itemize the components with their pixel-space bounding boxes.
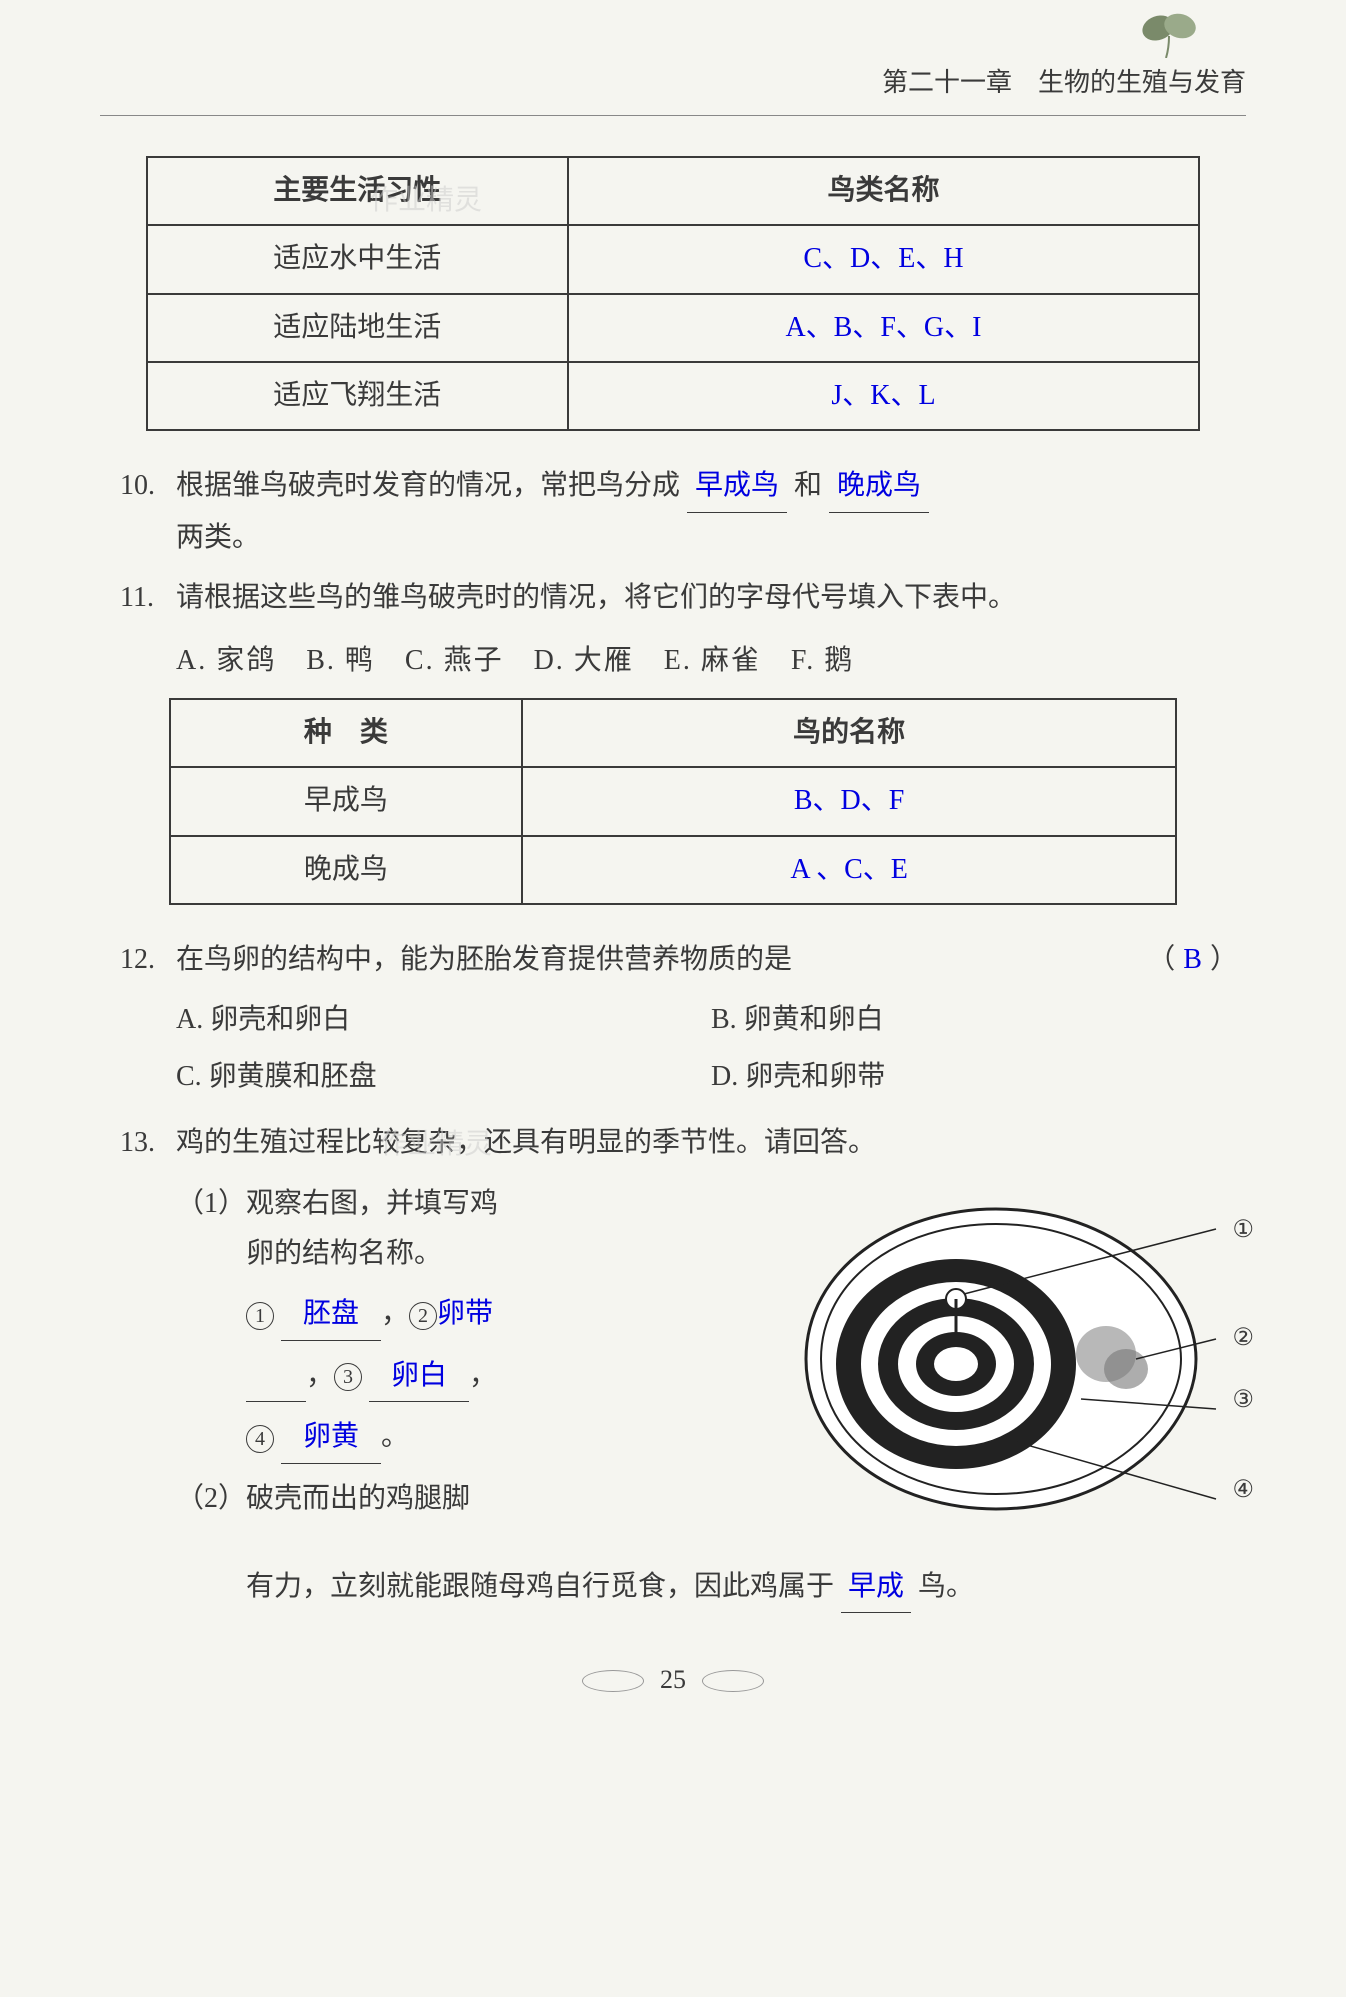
col-habit: 主要生活习性 [147, 157, 568, 225]
habitat-table: 主要生活习性 鸟类名称 适应水中生活 C、D、E、H 适应陆地生活 A、B、F、… [146, 156, 1200, 432]
answer-cell: J、K、L [568, 362, 1199, 430]
table-row: 适应飞翔生活 J、K、L [147, 362, 1199, 430]
q-body: 请根据这些鸟的雏鸟破壳时的情况，将它们的字母代号填入下表中。 [176, 573, 1246, 623]
text: 观察右图，并填写鸡 [246, 1188, 498, 1219]
table-header-row: 主要生活习性 鸟类名称 [147, 157, 1199, 225]
table-row: 适应水中生活 C、D、E、H [147, 225, 1199, 293]
egg-diagram [746, 1179, 1246, 1539]
page-number: 25 [100, 1653, 1246, 1708]
habit-cell: 适应陆地生活 [147, 294, 568, 362]
blanks: ，3 卵白， [176, 1351, 726, 1402]
figure-text: （1）观察右图，并填写鸡 卵的结构名称。 1 胚盘，2卵带 ，3 卵白， 4 卵… [176, 1179, 726, 1556]
q-number: 10. [120, 461, 176, 563]
page-header: 第二十一章 生物的生殖与发育 [100, 60, 1246, 116]
opt-b: B. 卵黄和卵白 [711, 995, 1246, 1045]
mc-answer: （B） [1147, 935, 1246, 985]
text: 鸟。 [918, 1571, 974, 1602]
q-body: 在鸟卵的结构中，能为胚胎发育提供营养物质的是 （B） [176, 935, 1246, 985]
text: 有力，立刻就能跟随母鸡自行觅食，因此鸡属于 [246, 1571, 834, 1602]
habit-cell: 适应水中生活 [147, 225, 568, 293]
leaf-icon [1136, 8, 1206, 58]
q-body: 鸡的生殖过程比较复杂，还具有明显的季节性。请回答。 [176, 1118, 1246, 1168]
blank: 胚盘 [281, 1289, 381, 1340]
table-header-row: 种 类 鸟的名称 [170, 699, 1176, 767]
question-10: 10. 根据雏鸟破壳时发育的情况，常把鸟分成 早成鸟 和 晚成鸟 两类。 [100, 461, 1246, 563]
blank-1: 早成鸟 [687, 461, 787, 512]
circ-2: 2 [409, 1302, 437, 1330]
q-number: 11. [120, 573, 176, 623]
blank-2: 晚成鸟 [829, 461, 929, 512]
table-row: 晚成鸟 A 、C、E [170, 836, 1176, 904]
question-13: 作业精灵 13. 鸡的生殖过程比较复杂，还具有明显的季节性。请回答。 [100, 1118, 1246, 1168]
opt-d: D. 卵壳和卵带 [711, 1052, 1246, 1102]
circ-1: 1 [246, 1302, 274, 1330]
p1: （1）观察右图，并填写鸡 [176, 1179, 726, 1229]
p2-line2: 有力，立刻就能跟随母鸡自行觅食，因此鸡属于 早成 鸟。 [176, 1562, 1246, 1613]
question-12: 12. 在鸟卵的结构中，能为胚胎发育提供营养物质的是 （B） [100, 935, 1246, 985]
answer-cell: A 、C、E [522, 836, 1176, 904]
blanks: 1 胚盘，2卵带 [176, 1289, 726, 1340]
p-num: （1） [176, 1188, 246, 1219]
text: 两类。 [176, 513, 1246, 563]
text: 根据雏鸟破壳时发育的情况，常把鸟分成 [176, 470, 680, 501]
col-names: 鸟的名称 [522, 699, 1176, 767]
text: 在鸟卵的结构中，能为胚胎发育提供营养物质的是 [176, 935, 792, 985]
opt-a: A. 卵壳和卵白 [176, 995, 711, 1045]
col-type: 种 类 [170, 699, 522, 767]
q12-options: A. 卵壳和卵白 B. 卵黄和卵白 C. 卵黄膜和胚盘 D. 卵壳和卵带 [100, 995, 1246, 1108]
egg-figure: ① ② ③ ④ [746, 1179, 1246, 1556]
blank-empty [246, 1351, 306, 1402]
circ-3: 3 [334, 1363, 362, 1391]
bird-type-table: 种 类 鸟的名称 早成鸟 B、D、F 晚成鸟 A 、C、E [169, 698, 1177, 905]
p2: （2）破壳而出的鸡腿脚 [176, 1474, 726, 1524]
blank: 卵黄 [281, 1412, 381, 1463]
label-2: ② [1232, 1317, 1254, 1360]
blank-text: 卵带 [437, 1298, 493, 1329]
table-row: 早成鸟 B、D、F [170, 767, 1176, 835]
text: 破壳而出的鸡腿脚 [246, 1483, 470, 1514]
q-number: 13. [120, 1118, 176, 1168]
q13-content: （1）观察右图，并填写鸡 卵的结构名称。 1 胚盘，2卵带 ，3 卵白， 4 卵… [100, 1179, 1246, 1614]
circ-4: 4 [246, 1425, 274, 1453]
text: 卵的结构名称。 [176, 1229, 726, 1279]
chapter-title: 第二十一章 生物的生殖与发育 [882, 68, 1246, 97]
type-cell: 早成鸟 [170, 767, 522, 835]
p-num: （2） [176, 1483, 246, 1514]
opt-c: C. 卵黄膜和胚盘 [176, 1052, 711, 1102]
habit-cell: 适应飞翔生活 [147, 362, 568, 430]
col-names: 鸟类名称 [568, 157, 1199, 225]
blanks: 4 卵黄。 [176, 1412, 726, 1463]
table-row: 适应陆地生活 A、B、F、G、I [147, 294, 1199, 362]
q-number: 12. [120, 935, 176, 985]
label-4: ④ [1232, 1469, 1254, 1512]
blank: 早成 [841, 1562, 911, 1613]
answer-cell: A、B、F、G、I [568, 294, 1199, 362]
q-body: 根据雏鸟破壳时发育的情况，常把鸟分成 早成鸟 和 晚成鸟 两类。 [176, 461, 1246, 563]
answer-cell: C、D、E、H [568, 225, 1199, 293]
q11-options: A. 家鸽 B. 鸭 C. 燕子 D. 大雁 E. 麻雀 F. 鹅 [100, 636, 1246, 686]
label-1: ① [1232, 1209, 1254, 1252]
type-cell: 晚成鸟 [170, 836, 522, 904]
text: 和 [794, 470, 822, 501]
figure-wrap: （1）观察右图，并填写鸡 卵的结构名称。 1 胚盘，2卵带 ，3 卵白， 4 卵… [176, 1179, 1246, 1556]
blank: 卵白 [369, 1351, 469, 1402]
page-number-value: 25 [632, 1653, 714, 1708]
answer: B [1183, 944, 1210, 975]
label-3: ③ [1232, 1379, 1254, 1422]
answer-cell: B、D、F [522, 767, 1176, 835]
question-11: 11. 请根据这些鸟的雏鸟破壳时的情况，将它们的字母代号填入下表中。 [100, 573, 1246, 623]
